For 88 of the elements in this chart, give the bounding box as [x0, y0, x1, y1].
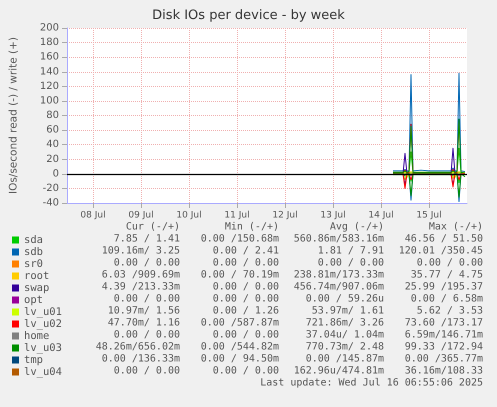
text: 10.97m/ 1.56 — [108, 306, 180, 316]
text: 0.00 / 0.00 — [212, 258, 280, 268]
y-tick-label: 180 — [40, 37, 59, 48]
text: 0.00 /150.68m — [200, 234, 280, 244]
text: 0.00 / 0.00 — [416, 258, 484, 268]
text: 0.00 / 2.41 — [212, 246, 280, 256]
y-tick-label: 200 — [40, 22, 59, 34]
x-tick-label: 15 Jul — [416, 210, 442, 220]
y-tick-label: 140 — [40, 66, 59, 78]
text: 0.00 / 0.00 — [114, 294, 180, 304]
x-tick-label: 11 Jul — [224, 210, 250, 220]
text: 47.70m/ 1.16 — [108, 318, 180, 328]
text: 0.00 / 70.19m — [200, 270, 280, 280]
x-tick-label: 12 Jul — [272, 210, 298, 220]
text: 0.00 / 0.00 — [212, 294, 280, 304]
legend-label: lv_u01 — [24, 306, 62, 318]
y-tick-label: 160 — [40, 52, 59, 63]
y-tick-label: 60 — [46, 124, 59, 136]
text: 0.00 /544.82m — [200, 342, 280, 352]
text: 0.00 / 0.00 — [212, 330, 280, 340]
text: 0.00 / 59.26u — [306, 294, 384, 304]
text: 36.16m/108.33 — [404, 366, 484, 376]
y-tick-label: -20 — [42, 182, 59, 194]
text: 162.96u/474.81m — [294, 366, 384, 376]
y-axis-title: IOs/second read (-) / write (+) — [8, 36, 20, 194]
text: 120.01 /350.45 — [398, 246, 484, 256]
legend-label: home — [24, 330, 50, 342]
text: 5.62 / 3.53 — [416, 306, 484, 316]
y-tick-label: 20 — [46, 154, 59, 165]
text: 456.74m/907.06m — [294, 282, 384, 292]
text: 0.00 / 0.00 — [212, 282, 280, 292]
text: 721.86m/ 3.26 — [306, 318, 384, 328]
text: 46.56 / 51.50 — [404, 234, 484, 244]
text: 0.00 /145.87m — [306, 354, 384, 364]
legend-label: opt — [24, 294, 43, 306]
text: 0.00 / 0.00 — [318, 258, 384, 268]
y-tick-label: 40 — [46, 139, 59, 150]
legend-label: sda — [24, 234, 43, 246]
text: 6.59m/146.71m — [404, 330, 484, 340]
text: Last update: Wed Jul 16 06:55:06 2025 — [260, 378, 484, 388]
text: 53.97m/ 1.61 — [312, 306, 384, 316]
text: 37.04u/ 1.04m — [306, 330, 384, 340]
text: 0.00 /587.87m — [200, 318, 280, 328]
text: 25.99 /195.37 — [404, 282, 484, 292]
text: 0.00 / 94.50m — [200, 354, 280, 364]
legend-label: sdb — [24, 246, 43, 258]
y-tick-label: -40 — [42, 198, 59, 208]
y-tick-label: 120 — [40, 80, 59, 92]
x-tick-label: 10 Jul — [176, 210, 202, 220]
x-tick-label: 08 Jul — [80, 210, 106, 220]
text: 0.00 /365.77m — [404, 354, 484, 364]
text: 770.73m/ 2.48 — [306, 342, 384, 352]
text: 560.86m/583.16m — [294, 234, 384, 244]
text: 99.33 /172.94 — [404, 342, 484, 352]
text: 0.00 /136.33m — [102, 354, 180, 364]
text: 7.85 / 1.41 — [114, 234, 180, 244]
text: 0.00 / 0.00 — [114, 258, 180, 268]
text: 4.39 /213.33m — [102, 282, 180, 292]
text: 0.00 / 6.58m — [410, 294, 484, 304]
legend-label: lv_u03 — [24, 342, 62, 354]
y-tick-label: 100 — [40, 95, 59, 106]
y-tick-label: 0 — [52, 168, 59, 180]
text: 0.00 / 1.26 — [212, 306, 280, 316]
text: 0.00 / 0.00 — [114, 330, 180, 340]
y-tick-label: 80 — [46, 110, 59, 121]
chart-title: Disk IOs per device - by week — [152, 8, 346, 23]
legend-label: root — [24, 270, 50, 282]
legend-label: swap — [24, 282, 50, 294]
text: 0.00 / 0.00 — [114, 366, 180, 376]
legend-label: lv_u04 — [24, 366, 62, 378]
text: Avg (-/+) — [330, 222, 384, 232]
text: 35.77 / 4.75 — [410, 270, 484, 280]
x-tick-label: 09 Jul — [128, 210, 154, 220]
text: Max (-/+) — [428, 222, 484, 232]
x-tick-label: 13 Jul — [320, 210, 346, 220]
text: 48.26m/656.02m — [96, 342, 180, 352]
legend-label: lv_u02 — [24, 318, 62, 330]
text: 0.00 / 0.00 — [212, 366, 280, 376]
text: 6.03 /909.69m — [102, 270, 180, 280]
legend-label: tmp — [24, 354, 43, 366]
x-tick-label: 14 Jul — [368, 210, 394, 220]
legend-label: sr0 — [24, 258, 43, 270]
text: 109.16m/ 3.25 — [102, 246, 180, 256]
text: 1.81 / 7.91 — [318, 246, 384, 256]
text: 73.60 /173.17 — [404, 318, 484, 328]
text: 238.81m/173.33m — [294, 270, 384, 280]
text: Min (-/+) — [224, 222, 280, 232]
text: Cur (-/+) — [126, 222, 180, 232]
